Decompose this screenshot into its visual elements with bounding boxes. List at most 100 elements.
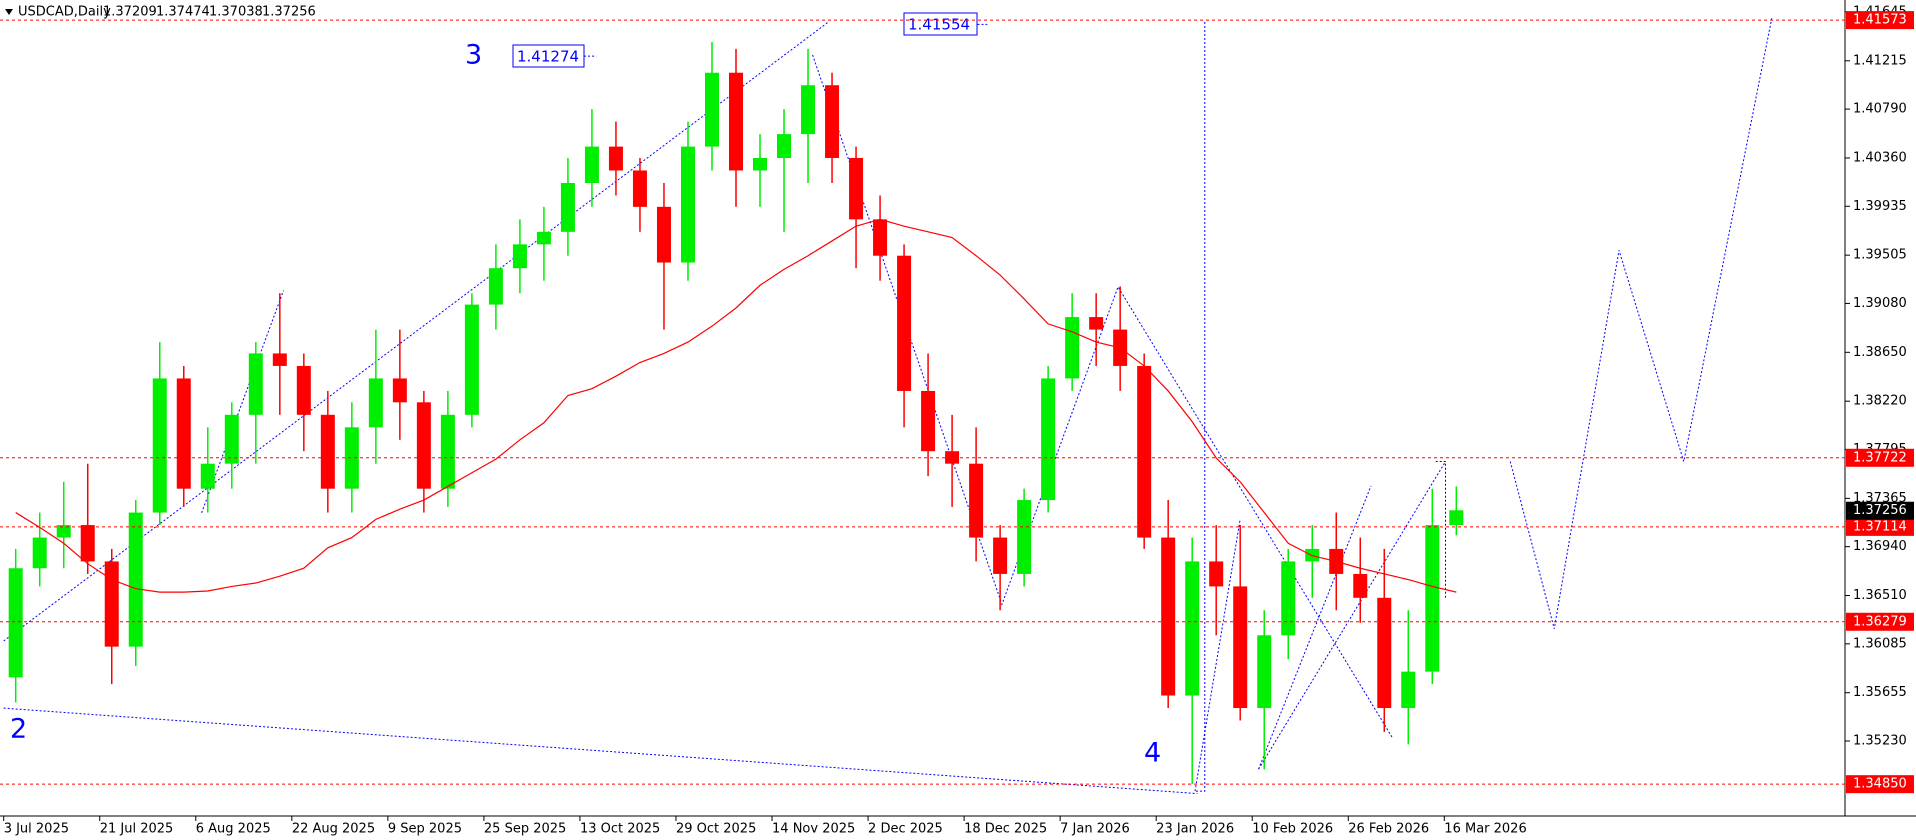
analysis-lines: [4, 18, 1772, 793]
header-open: 1.37209: [103, 5, 157, 20]
candle-body: [1041, 378, 1056, 501]
candle-body: [1257, 635, 1272, 709]
candle-body: [488, 268, 503, 305]
y-tick-label: 1.39505: [1853, 248, 1907, 263]
header-low: 1.37038: [209, 5, 263, 20]
candle-body: [224, 414, 239, 464]
candle-body: [8, 568, 23, 678]
symbol: USDCAD,Daily: [18, 5, 111, 20]
candle-body: [1065, 317, 1080, 379]
candle-body: [1233, 586, 1248, 709]
candle-body: [1137, 365, 1152, 538]
candle-body: [873, 219, 888, 256]
wave-label: 3: [465, 40, 482, 71]
candle-body: [104, 561, 119, 647]
y-tick-label: 1.36510: [1853, 588, 1907, 603]
candle-body: [296, 365, 311, 415]
candle-body: [152, 378, 167, 513]
level-box: [1846, 448, 1914, 467]
x-tick-label: 14 Nov 2025: [772, 822, 855, 837]
level-box: [1846, 612, 1914, 631]
level-label: 1.34850: [1853, 777, 1907, 792]
wave-line: [1259, 462, 1446, 770]
y-tick-label: 1.36940: [1853, 539, 1907, 554]
x-tick-label: 9 Sep 2025: [388, 822, 462, 837]
level-label: 1.41573: [1853, 13, 1907, 28]
candle-body: [897, 255, 912, 391]
header-close: 1.37256: [262, 5, 316, 20]
candle-body: [200, 463, 215, 489]
plot-area: [8, 42, 1464, 785]
menu-arrow: [5, 9, 13, 15]
y-tick-label: 1.39935: [1853, 199, 1907, 214]
candle-body: [1281, 561, 1296, 636]
candle-body: [56, 525, 71, 538]
candle-body: [32, 537, 47, 569]
wave-label: 2: [10, 714, 27, 745]
x-tick-label: 18 Dec 2025: [964, 822, 1047, 837]
candle-body: [440, 414, 455, 489]
candle-body: [1425, 525, 1440, 672]
candle-body: [921, 390, 936, 452]
candle-body: [272, 353, 287, 366]
candle-body: [128, 512, 143, 647]
x-tick-label: 25 Sep 2025: [484, 822, 566, 837]
x-tick-label: 6 Aug 2025: [196, 822, 271, 837]
level-box: [1846, 517, 1914, 536]
y-tick-label: 1.35230: [1853, 733, 1907, 748]
candle-body: [729, 72, 743, 171]
x-tick-label: 26 Feb 2026: [1348, 822, 1429, 837]
current-price-label: 1.37256: [1853, 503, 1907, 518]
y-tick-label: 1.36085: [1853, 636, 1907, 651]
x-tick-label: 2 Dec 2025: [868, 822, 943, 837]
price-tag: 1.41274: [517, 48, 579, 66]
candle-body: [320, 414, 335, 489]
level-box: [1846, 11, 1914, 30]
y-tick-label: 1.38650: [1853, 345, 1907, 360]
candle-body: [1401, 671, 1416, 709]
candle-body: [680, 146, 695, 263]
wave-line: [202, 291, 284, 513]
price-tag-box: [512, 44, 585, 68]
x-tick-label: 29 Oct 2025: [676, 822, 756, 837]
candle-body: [1209, 561, 1224, 587]
price-tag: 1.41554: [908, 16, 970, 34]
x-tick-label: 10 Feb 2026: [1252, 822, 1333, 837]
candle-body: [392, 378, 407, 403]
candle-body: [536, 231, 551, 245]
x-tick-label: 23 Jan 2026: [1156, 822, 1234, 837]
candle-body: [560, 182, 575, 232]
y-tick-label: 1.35655: [1853, 685, 1907, 700]
candle-body: [584, 146, 599, 183]
x-tick-label: 3 Jul 2025: [4, 822, 69, 837]
x-tick-label: 21 Jul 2025: [100, 822, 174, 837]
level-label: 1.37722: [1853, 450, 1907, 465]
trend-line: [4, 708, 1198, 793]
moving-average: [15, 218, 1457, 593]
x-tick-label: 16 Mar 2026: [1444, 822, 1526, 837]
forecast-path: [1510, 18, 1771, 628]
candle-body: [608, 146, 623, 171]
candle-body: [464, 304, 479, 415]
price-tag-box: [903, 12, 978, 36]
candle-body: [416, 402, 431, 489]
wave-line: [1195, 519, 1240, 791]
candle-body: [993, 537, 1008, 574]
header-high: 1.37474: [156, 5, 210, 20]
candle-body: [248, 353, 263, 415]
y-tick-label: 1.39080: [1853, 296, 1907, 311]
candle-body: [632, 170, 647, 207]
candle-body: [1017, 500, 1032, 574]
x-tick-label: 22 Aug 2025: [292, 822, 375, 837]
y-tick-label: 1.40360: [1853, 150, 1907, 165]
candle-body: [1353, 573, 1368, 598]
level-label: 1.37114: [1853, 519, 1907, 534]
wave-line: [1259, 486, 1371, 769]
candle-body: [344, 427, 359, 489]
y-tick-label: 1.38220: [1853, 394, 1907, 409]
candle-body: [368, 378, 383, 428]
candle-body: [656, 206, 671, 263]
candle-body: [777, 134, 792, 158]
